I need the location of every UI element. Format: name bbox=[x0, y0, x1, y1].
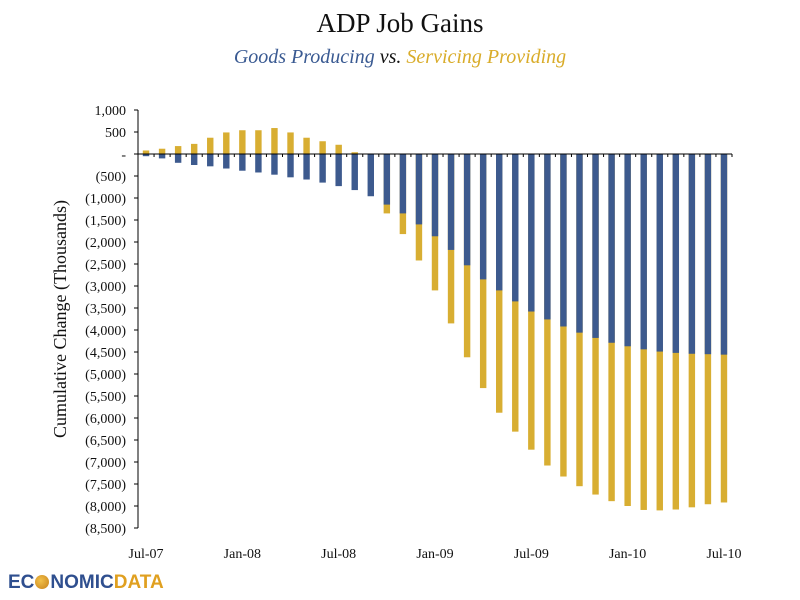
bar-goods bbox=[672, 154, 680, 353]
bar-goods bbox=[383, 154, 391, 205]
bar-services bbox=[303, 137, 310, 154]
bar-goods bbox=[399, 154, 407, 214]
bar-goods bbox=[431, 154, 439, 237]
bar-goods bbox=[287, 154, 294, 178]
bar-goods bbox=[351, 154, 358, 191]
economicdata-logo: EC NOMICDATA bbox=[8, 572, 164, 593]
bar-goods bbox=[560, 154, 567, 327]
subtitle-vs-label: vs. bbox=[379, 46, 402, 68]
bar-services bbox=[255, 130, 262, 154]
bar-goods bbox=[592, 154, 599, 338]
x-tick-label: Jul-08 bbox=[321, 547, 356, 562]
y-tick-label: 1,000 bbox=[95, 104, 127, 119]
bar-goods bbox=[223, 154, 230, 169]
bar-goods bbox=[720, 154, 728, 355]
y-tick-label: (1,000) bbox=[85, 192, 126, 207]
subtitle-services-label: Servicing Providing bbox=[406, 46, 567, 68]
y-tick-label: (8,500) bbox=[85, 522, 126, 537]
y-tick-label: (7,000) bbox=[85, 456, 126, 471]
y-tick-label: (6,000) bbox=[85, 412, 126, 427]
x-tick-label: Jul-09 bbox=[514, 547, 549, 562]
bar-goods bbox=[271, 154, 278, 175]
y-axis-title: Cumulative Change (Thousands) bbox=[50, 200, 71, 438]
y-tick-label: (4,000) bbox=[85, 324, 126, 339]
y-tick-label: (500) bbox=[96, 170, 127, 185]
bar-goods bbox=[640, 154, 647, 350]
bar-goods bbox=[319, 154, 326, 183]
bar-goods bbox=[303, 154, 310, 180]
y-tick-label: (6,500) bbox=[85, 434, 126, 449]
bar-services bbox=[335, 144, 342, 154]
bar-services bbox=[319, 141, 326, 154]
bar-services bbox=[142, 150, 150, 154]
y-tick-label: (8,000) bbox=[85, 500, 126, 515]
bar-services bbox=[271, 128, 278, 154]
y-tick-label: - bbox=[121, 148, 126, 163]
bar-goods bbox=[704, 154, 712, 355]
bar-goods bbox=[512, 154, 519, 302]
chart-title: ADP Job Gains bbox=[316, 8, 484, 38]
bar-goods bbox=[367, 154, 374, 197]
x-tick-label: Jan-09 bbox=[416, 547, 453, 562]
bar-goods bbox=[496, 154, 503, 291]
bar-goods bbox=[255, 154, 262, 173]
bar-goods bbox=[624, 154, 631, 347]
subtitle-goods-label: Goods Producing bbox=[233, 46, 375, 68]
bar-goods bbox=[207, 154, 214, 167]
bar-goods bbox=[479, 154, 487, 280]
x-tick-label: Jul-10 bbox=[706, 547, 741, 562]
y-tick-label: (4,500) bbox=[85, 346, 126, 361]
y-tick-label: (2,500) bbox=[85, 258, 126, 273]
bar-goods bbox=[415, 154, 423, 225]
bar-goods bbox=[608, 154, 615, 343]
bar-goods bbox=[463, 154, 471, 266]
bar-services bbox=[174, 146, 182, 154]
bar-goods bbox=[142, 154, 150, 157]
bar-goods bbox=[335, 154, 342, 187]
y-tick-label: (5,500) bbox=[85, 390, 126, 405]
y-tick-label: (3,000) bbox=[85, 280, 126, 295]
y-tick-label: (5,000) bbox=[85, 368, 126, 383]
bar-goods bbox=[544, 154, 551, 320]
bar-goods bbox=[239, 154, 246, 171]
bar-goods bbox=[576, 154, 583, 333]
bar-services bbox=[239, 130, 246, 154]
y-tick-label: 500 bbox=[105, 126, 126, 141]
bar-services bbox=[190, 143, 198, 154]
x-tick-label: Jan-10 bbox=[609, 547, 646, 562]
y-tick-label: (3,500) bbox=[85, 302, 126, 317]
bar-goods bbox=[688, 154, 696, 354]
y-tick-label: (2,000) bbox=[85, 236, 126, 251]
bar-services bbox=[223, 132, 230, 154]
bar-goods bbox=[656, 154, 663, 352]
y-tick-label: (1,500) bbox=[85, 214, 126, 229]
bar-services bbox=[287, 132, 294, 154]
bar-goods bbox=[528, 154, 535, 312]
x-tick-label: Jan-08 bbox=[224, 547, 261, 562]
coin-icon bbox=[35, 575, 50, 589]
bar-goods bbox=[190, 154, 198, 165]
bar-services bbox=[351, 152, 358, 154]
bar-goods bbox=[174, 154, 182, 163]
bar-goods bbox=[447, 154, 455, 250]
y-tick-label: (7,500) bbox=[85, 478, 126, 493]
chart-subtitle: Goods Producing vs. Servicing Providing bbox=[0, 46, 800, 69]
bar-goods bbox=[158, 154, 166, 159]
bar-services bbox=[158, 148, 166, 154]
x-tick-label: Jul-07 bbox=[129, 547, 164, 562]
bar-services bbox=[207, 137, 214, 154]
